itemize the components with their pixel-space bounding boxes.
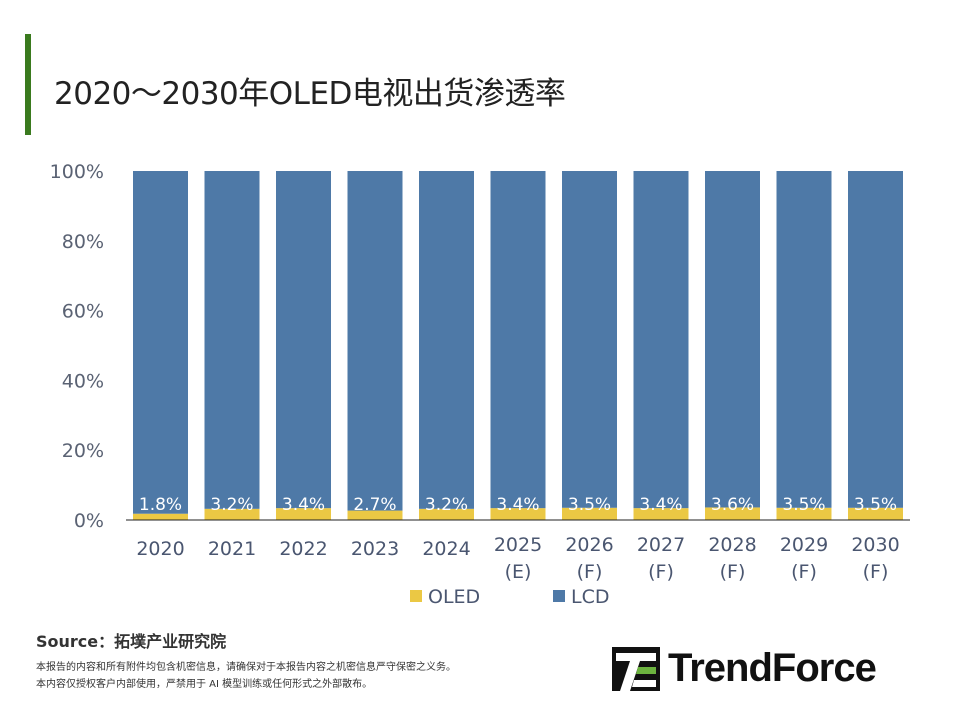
bar-lcd bbox=[419, 171, 474, 509]
source: Source：拓墣产业研究院 bbox=[36, 632, 227, 651]
x-tick-label: 2030 bbox=[851, 534, 899, 556]
x-tick-label: (F) bbox=[863, 561, 889, 583]
y-tick-label: 60% bbox=[62, 301, 104, 323]
x-tick-label: (F) bbox=[720, 561, 746, 583]
trendforce-logo: TrendForce bbox=[612, 646, 877, 691]
y-tick-label: 0% bbox=[74, 510, 104, 532]
bar-oled bbox=[276, 508, 331, 520]
logo-mark-icon bbox=[612, 646, 660, 691]
data-label: 3.4% bbox=[282, 495, 325, 515]
logo-text: TrendForce bbox=[668, 646, 877, 690]
data-label: 3.5% bbox=[854, 495, 897, 515]
bar-oled bbox=[562, 507, 617, 520]
data-label: 3.2% bbox=[210, 495, 253, 515]
bar-lcd bbox=[133, 171, 188, 514]
bar-oled bbox=[776, 507, 832, 520]
x-tick-label: (F) bbox=[577, 561, 603, 583]
x-tick-label: 2022 bbox=[279, 538, 327, 560]
data-label: 3.5% bbox=[568, 495, 611, 515]
legend-label: LCD bbox=[571, 586, 609, 608]
x-tick-label: 2024 bbox=[422, 538, 470, 560]
y-tick-label: 100% bbox=[50, 161, 104, 183]
x-tick-label: (F) bbox=[791, 561, 817, 583]
legend-swatch bbox=[553, 590, 565, 602]
bar-lcd bbox=[347, 171, 403, 511]
x-tick-label: 2026 bbox=[565, 534, 613, 556]
bar-oled bbox=[204, 508, 260, 520]
data-label: 3.6% bbox=[711, 495, 754, 515]
note-1: 本报告的内容和所有附件均包含机密信息，请确保对于本报告内容之机密信息严守保密之义… bbox=[36, 662, 456, 673]
bar-lcd bbox=[204, 171, 260, 509]
x-tick-label: 2023 bbox=[351, 538, 399, 560]
data-label: 3.2% bbox=[425, 495, 468, 515]
bar-oled bbox=[490, 508, 546, 520]
bar-oled bbox=[705, 507, 760, 520]
data-label: 3.4% bbox=[639, 495, 682, 515]
y-tick-label: 20% bbox=[62, 440, 104, 462]
x-tick-label: 2020 bbox=[136, 538, 184, 560]
x-tick-label: (E) bbox=[505, 561, 532, 583]
data-label: 3.4% bbox=[496, 495, 539, 515]
bar-lcd bbox=[776, 171, 832, 508]
data-label: 3.5% bbox=[782, 495, 825, 515]
bar-oled bbox=[848, 507, 903, 520]
bar-lcd bbox=[633, 171, 689, 509]
bar-lcd bbox=[848, 171, 903, 508]
note-2: 本内容仅授权客户内部使用，严禁用于 AI 模型训练或任何形式之外部散布。 bbox=[36, 679, 373, 690]
data-label: 1.8% bbox=[139, 495, 182, 515]
title-accent-bar bbox=[25, 34, 31, 135]
y-tick-label: 80% bbox=[62, 231, 104, 253]
bar-lcd bbox=[276, 171, 331, 509]
data-label: 2.7% bbox=[353, 495, 396, 515]
bar-oled bbox=[347, 510, 403, 520]
legend-swatch bbox=[410, 590, 422, 602]
x-tick-label: 2027 bbox=[637, 534, 685, 556]
chart-title: 2020～2030年OLED电视出货渗透率 bbox=[54, 76, 566, 112]
x-tick-label: 2025 bbox=[494, 534, 542, 556]
bar-oled bbox=[133, 513, 188, 520]
bar-oled bbox=[419, 508, 474, 520]
x-tick-label: (F) bbox=[648, 561, 674, 583]
legend-label: OLED bbox=[428, 586, 480, 608]
bar-oled bbox=[633, 508, 689, 520]
x-tick-label: 2028 bbox=[708, 534, 756, 556]
bar-lcd bbox=[562, 171, 617, 508]
y-tick-label: 40% bbox=[62, 370, 104, 392]
bar-lcd bbox=[490, 171, 546, 509]
x-tick-label: 2021 bbox=[208, 538, 256, 560]
bar-lcd bbox=[705, 171, 760, 508]
x-tick-label: 2029 bbox=[780, 534, 828, 556]
